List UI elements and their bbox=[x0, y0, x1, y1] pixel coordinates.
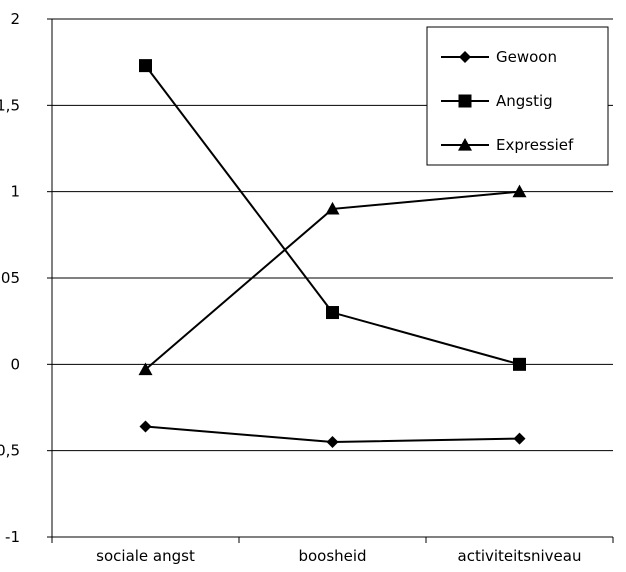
x-tick-label: boosheid bbox=[298, 547, 366, 565]
data-point-expressief bbox=[513, 185, 527, 198]
y-tick-label: 0,5 bbox=[0, 442, 20, 460]
y-tick-label: 1,5 bbox=[0, 96, 20, 114]
y-tick-label: ,05 bbox=[0, 269, 20, 287]
y-tick-label: 0 bbox=[10, 355, 20, 373]
y-tick-label: 1 bbox=[10, 183, 20, 201]
data-point-angstig bbox=[513, 358, 526, 371]
legend: Gewoon Angstig Expressief bbox=[427, 27, 608, 165]
y-tick-label: 2 bbox=[10, 10, 20, 28]
legend-label-expressief: Expressief bbox=[496, 136, 574, 154]
legend-marker-angstig bbox=[459, 95, 472, 108]
x-tick-label: activiteitsniveau bbox=[458, 547, 582, 565]
data-point-gewoon bbox=[140, 420, 152, 432]
data-point-gewoon bbox=[327, 436, 339, 448]
data-point-angstig bbox=[139, 59, 152, 72]
y-tick-label: -1 bbox=[5, 528, 20, 546]
legend-label-gewoon: Gewoon bbox=[496, 48, 557, 66]
x-tick-label: sociale angst bbox=[96, 547, 195, 565]
data-point-angstig bbox=[326, 306, 339, 319]
data-point-gewoon bbox=[514, 433, 526, 445]
legend-label-angstig: Angstig bbox=[496, 92, 553, 110]
series-line-expressief bbox=[146, 192, 520, 370]
